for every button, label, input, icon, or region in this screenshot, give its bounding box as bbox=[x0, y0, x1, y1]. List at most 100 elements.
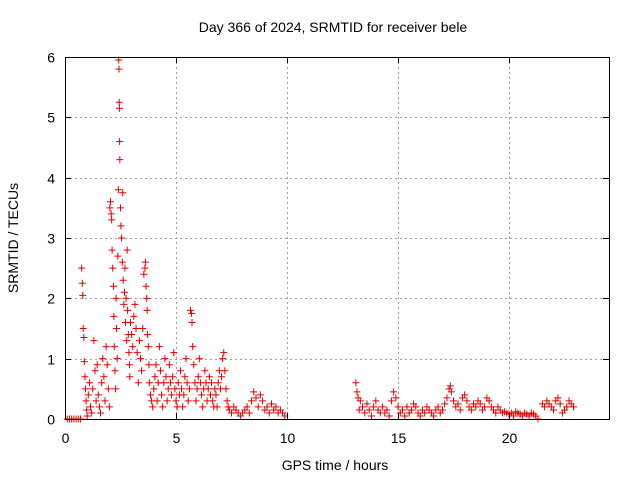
data-point bbox=[259, 397, 267, 405]
data-point bbox=[119, 189, 127, 197]
data-point bbox=[117, 222, 125, 230]
data-point bbox=[463, 397, 471, 405]
data-point bbox=[248, 397, 256, 405]
data-point bbox=[131, 300, 139, 308]
data-point bbox=[181, 373, 189, 381]
data-point bbox=[194, 373, 202, 381]
data-point bbox=[161, 355, 169, 363]
data-point bbox=[245, 409, 253, 417]
data-point bbox=[390, 388, 398, 396]
data-point bbox=[213, 403, 221, 411]
data-point bbox=[171, 385, 179, 393]
data-point bbox=[365, 406, 373, 414]
data-point bbox=[355, 406, 363, 414]
data-point bbox=[112, 294, 120, 302]
data-point bbox=[461, 391, 469, 399]
data-point bbox=[228, 409, 236, 417]
data-point bbox=[140, 270, 148, 278]
data-point bbox=[188, 309, 196, 317]
data-point bbox=[205, 373, 213, 381]
data-point bbox=[149, 403, 157, 411]
data-point bbox=[80, 334, 88, 342]
data-point bbox=[363, 400, 371, 408]
data-point bbox=[87, 403, 95, 411]
data-point bbox=[130, 312, 138, 320]
data-point bbox=[117, 204, 125, 212]
data-point bbox=[98, 379, 106, 387]
data-point bbox=[467, 406, 475, 414]
data-point bbox=[121, 264, 129, 272]
data-point bbox=[153, 397, 161, 405]
data-point bbox=[91, 367, 99, 375]
data-point bbox=[403, 403, 411, 411]
data-point bbox=[372, 397, 380, 405]
data-point bbox=[134, 379, 142, 387]
data-point bbox=[179, 403, 187, 411]
data-point bbox=[118, 234, 126, 242]
data-point bbox=[142, 282, 150, 290]
data-point bbox=[156, 367, 164, 375]
data-point bbox=[97, 409, 105, 417]
data-points bbox=[63, 56, 577, 423]
data-point bbox=[116, 156, 124, 164]
axis-ticks bbox=[65, 57, 609, 420]
data-point bbox=[250, 388, 258, 396]
data-point bbox=[193, 385, 201, 393]
data-point bbox=[109, 264, 117, 272]
data-point bbox=[115, 104, 123, 112]
data-point bbox=[150, 385, 158, 393]
data-point bbox=[115, 98, 123, 106]
data-point bbox=[178, 385, 186, 393]
y-tick-label: 2 bbox=[47, 291, 55, 307]
data-point bbox=[195, 355, 203, 363]
data-point bbox=[492, 409, 500, 417]
data-point bbox=[186, 306, 194, 314]
data-point bbox=[208, 379, 216, 387]
data-point bbox=[110, 343, 118, 351]
data-point bbox=[92, 397, 100, 405]
data-point bbox=[367, 412, 375, 420]
data-point bbox=[472, 403, 480, 411]
data-point bbox=[450, 397, 458, 405]
data-point bbox=[267, 400, 275, 408]
chart-title: Day 366 of 2024, SRMTID for receiver bel… bbox=[199, 19, 468, 35]
x-tick-label: 0 bbox=[62, 430, 70, 446]
data-point bbox=[103, 361, 111, 369]
data-point bbox=[101, 397, 109, 405]
data-point bbox=[198, 391, 206, 399]
data-point bbox=[219, 355, 227, 363]
data-point bbox=[430, 412, 438, 420]
data-point bbox=[160, 379, 168, 387]
data-point bbox=[155, 343, 163, 351]
data-point bbox=[165, 361, 173, 369]
data-point bbox=[169, 373, 177, 381]
data-point bbox=[118, 258, 126, 266]
data-point bbox=[379, 403, 387, 411]
data-point bbox=[138, 367, 146, 375]
data-point bbox=[556, 400, 564, 408]
data-point bbox=[443, 394, 451, 402]
data-point bbox=[168, 391, 176, 399]
data-point bbox=[446, 382, 454, 390]
data-point bbox=[190, 361, 198, 369]
data-point bbox=[222, 385, 230, 393]
data-point bbox=[481, 403, 489, 411]
data-point bbox=[151, 373, 159, 381]
data-point bbox=[102, 343, 110, 351]
data-point bbox=[95, 403, 103, 411]
data-point bbox=[447, 388, 455, 396]
data-point bbox=[416, 412, 424, 420]
data-point bbox=[126, 373, 134, 381]
data-point bbox=[370, 403, 378, 411]
data-point bbox=[129, 343, 137, 351]
data-point bbox=[109, 282, 117, 290]
data-point bbox=[144, 331, 152, 339]
y-tick-label: 5 bbox=[47, 110, 55, 126]
y-tick-label: 0 bbox=[47, 412, 55, 428]
data-point bbox=[144, 343, 152, 351]
data-point bbox=[78, 279, 86, 287]
data-point bbox=[105, 403, 113, 411]
data-point bbox=[394, 403, 402, 411]
